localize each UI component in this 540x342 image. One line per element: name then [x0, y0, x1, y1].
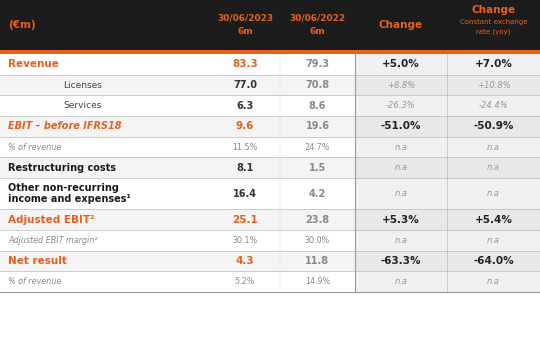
Text: n.a: n.a: [395, 236, 408, 245]
Bar: [0, 54, 355, 75]
Text: 83.3: 83.3: [232, 60, 258, 69]
Text: 6m: 6m: [237, 27, 253, 37]
Text: 16.4: 16.4: [233, 189, 257, 199]
Text: 8.6: 8.6: [309, 101, 326, 111]
Bar: [0, 157, 355, 178]
Bar: [0, 116, 355, 137]
Bar: [0, 137, 355, 157]
Text: Services: Services: [63, 101, 102, 110]
Text: (€m): (€m): [8, 20, 36, 30]
Bar: [355, 75, 540, 95]
Text: 77.0: 77.0: [233, 80, 257, 90]
Text: 19.6: 19.6: [306, 121, 329, 131]
Text: 11.8: 11.8: [306, 256, 329, 266]
Text: n.a: n.a: [395, 277, 408, 286]
Text: +8.8%: +8.8%: [387, 81, 415, 90]
Text: n.a: n.a: [487, 189, 500, 198]
Text: -51.0%: -51.0%: [381, 121, 421, 131]
Text: 24.7%: 24.7%: [305, 143, 330, 152]
Text: Licenses: Licenses: [63, 81, 102, 90]
Bar: [0, 50, 540, 54]
Text: 8.1: 8.1: [237, 163, 254, 173]
Text: +7.0%: +7.0%: [475, 60, 512, 69]
Text: -50.9%: -50.9%: [474, 121, 514, 131]
Text: -64.0%: -64.0%: [473, 256, 514, 266]
Bar: [0, 251, 355, 271]
Text: 30/06/2023: 30/06/2023: [217, 13, 273, 23]
Text: EBIT – before IFRS18: EBIT – before IFRS18: [8, 121, 122, 131]
Bar: [355, 54, 540, 75]
Bar: [0, 271, 355, 292]
Text: 6m: 6m: [309, 27, 325, 37]
Text: +5.0%: +5.0%: [382, 60, 420, 69]
Bar: [355, 95, 540, 116]
Text: +5.4%: +5.4%: [475, 214, 512, 225]
Text: Net result: Net result: [8, 256, 67, 266]
Bar: [355, 157, 540, 178]
Text: Adjusted EBIT margin²: Adjusted EBIT margin²: [8, 236, 98, 245]
Text: 4.2: 4.2: [309, 189, 326, 199]
Text: n.a: n.a: [487, 163, 500, 172]
Text: n.a: n.a: [395, 143, 408, 152]
Bar: [355, 178, 540, 209]
Text: +5.3%: +5.3%: [382, 214, 420, 225]
Text: 9.6: 9.6: [236, 121, 254, 131]
Bar: [0, 0, 540, 50]
Text: Other non-recurring: Other non-recurring: [8, 183, 119, 193]
Text: 6.3: 6.3: [237, 101, 254, 111]
Bar: [0, 95, 355, 116]
Text: +10.8%: +10.8%: [477, 81, 510, 90]
Text: -24.4%: -24.4%: [478, 101, 508, 110]
Text: 30/06/2022: 30/06/2022: [289, 13, 346, 23]
Text: n.a: n.a: [395, 189, 408, 198]
Bar: [0, 75, 355, 95]
Text: -63.3%: -63.3%: [381, 256, 421, 266]
Text: rate (yoy): rate (yoy): [476, 29, 511, 35]
Text: Revenue: Revenue: [8, 60, 59, 69]
Text: 14.9%: 14.9%: [305, 277, 330, 286]
Bar: [355, 230, 540, 251]
Text: 30.1%: 30.1%: [232, 236, 258, 245]
Text: Constant exchange: Constant exchange: [460, 19, 527, 25]
Text: Change: Change: [379, 20, 423, 30]
Text: -26.3%: -26.3%: [386, 101, 416, 110]
Text: n.a: n.a: [395, 163, 408, 172]
Text: 70.8: 70.8: [306, 80, 329, 90]
Text: income and expenses¹: income and expenses¹: [8, 194, 131, 204]
Bar: [355, 116, 540, 137]
Text: 79.3: 79.3: [306, 60, 329, 69]
Text: Restructuring costs: Restructuring costs: [8, 163, 116, 173]
Text: 1.5: 1.5: [309, 163, 326, 173]
Bar: [355, 251, 540, 271]
Text: 11.5%: 11.5%: [232, 143, 258, 152]
Text: Adjusted EBIT²: Adjusted EBIT²: [8, 214, 94, 225]
Text: 5.2%: 5.2%: [235, 277, 255, 286]
Text: 30.0%: 30.0%: [305, 236, 330, 245]
Bar: [0, 209, 355, 230]
Text: % of revenue: % of revenue: [8, 143, 61, 152]
Text: 23.8: 23.8: [306, 214, 329, 225]
Text: n.a: n.a: [487, 236, 500, 245]
Bar: [0, 230, 355, 251]
Text: n.a: n.a: [487, 143, 500, 152]
Text: n.a: n.a: [487, 277, 500, 286]
Bar: [355, 209, 540, 230]
Bar: [0, 178, 355, 209]
Bar: [355, 271, 540, 292]
Bar: [355, 137, 540, 157]
Text: Change: Change: [471, 5, 516, 15]
Text: 25.1: 25.1: [232, 214, 258, 225]
Text: 4.3: 4.3: [235, 256, 254, 266]
Text: % of revenue: % of revenue: [8, 277, 61, 286]
